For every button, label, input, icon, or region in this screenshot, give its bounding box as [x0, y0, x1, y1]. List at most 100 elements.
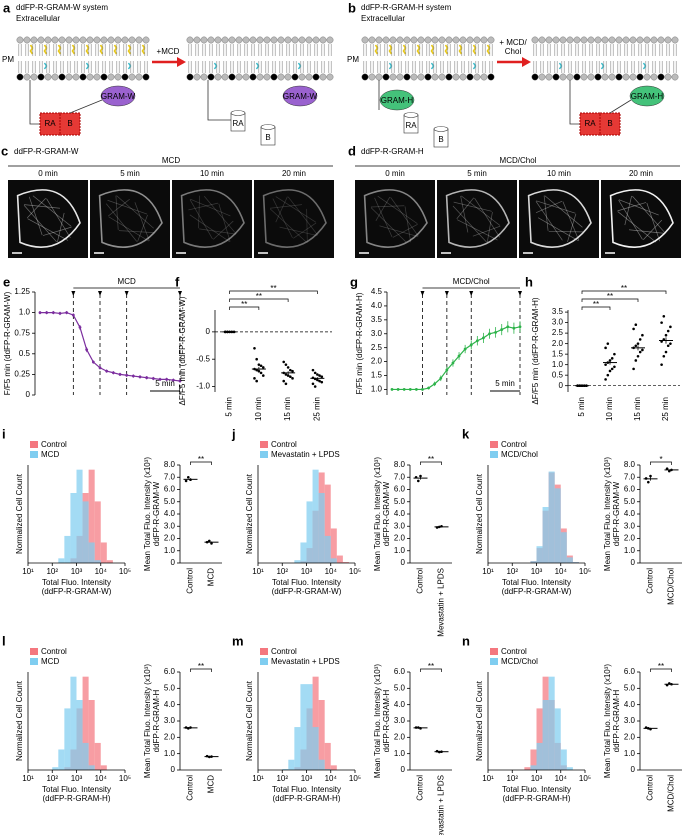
- x-axis-label: Total Fluo. Intensity: [272, 578, 341, 587]
- lipid-head: [277, 36, 285, 44]
- lipid-head: [305, 73, 313, 81]
- cell-texture: [275, 196, 316, 223]
- y-tick-label: 1.0: [552, 360, 564, 369]
- y-tick-label: 6.0: [164, 485, 176, 494]
- x-tick-label: 10⁴: [325, 774, 338, 783]
- point: [445, 368, 449, 372]
- cholesterol: [43, 44, 48, 55]
- lipid-head: [545, 36, 553, 44]
- histogram-bar: [106, 560, 113, 563]
- cholesterol: [141, 44, 146, 55]
- significance-label: **: [593, 300, 599, 309]
- y-tick-label: 0: [631, 558, 636, 567]
- histogram-bar: [82, 501, 89, 563]
- y-tick-label: 5.0: [624, 497, 636, 506]
- x-tick-label: MCD: [207, 568, 216, 586]
- x-tick-label: Control: [186, 568, 195, 594]
- significance-label: **: [256, 292, 262, 301]
- lipid-head: [615, 73, 623, 81]
- y-tick-label: 3.0: [624, 521, 636, 530]
- cholesterol: [71, 44, 76, 55]
- subunit-label: B: [438, 135, 443, 144]
- point: [38, 311, 42, 314]
- legend-label: Control: [501, 440, 527, 449]
- lipid-head: [186, 73, 194, 81]
- lipid-head: [403, 73, 411, 81]
- lipid-head: [312, 73, 320, 81]
- lipid-head: [256, 36, 264, 44]
- cell-outline: [180, 189, 245, 248]
- lipid-head: [629, 36, 637, 44]
- point: [613, 352, 616, 356]
- panel-label: c: [1, 143, 8, 158]
- point: [390, 388, 394, 391]
- lipid-head: [487, 73, 495, 81]
- legend-swatch: [30, 441, 38, 448]
- treatment-label: + MCD/: [499, 38, 527, 47]
- histogram-bar: [288, 759, 295, 770]
- y-tick-label: 2.0: [624, 732, 636, 741]
- lipid-head: [107, 36, 115, 44]
- point: [636, 342, 640, 345]
- y-axis-label: Mean Total Fluo. Intensity (x10³): [373, 457, 382, 571]
- cell-texture: [115, 195, 119, 230]
- cholesterol: [85, 44, 90, 55]
- histogram-bar: [324, 742, 331, 770]
- histogram-bar: [318, 493, 325, 563]
- lipid-head: [326, 73, 334, 81]
- cholesterol: [486, 44, 491, 55]
- lipid-head: [228, 73, 236, 81]
- y-tick-label: 2.0: [164, 534, 176, 543]
- lipid-head: [30, 36, 38, 44]
- y-tick-label: 1.0: [624, 749, 636, 758]
- lipid-head: [622, 36, 630, 44]
- point: [98, 366, 102, 370]
- point: [145, 376, 149, 380]
- histogram-bar: [64, 708, 71, 770]
- treatment-label: +MCD: [157, 47, 180, 56]
- legend-label: Control: [41, 647, 67, 656]
- cell-texture: [213, 220, 234, 240]
- panel-label: l: [2, 633, 6, 648]
- y-tick-label: -1.0: [196, 382, 210, 391]
- lipid-head: [16, 73, 24, 81]
- sphingolipid: [43, 62, 48, 70]
- y-tick-label: 1.0: [19, 308, 31, 317]
- x-tick-label: Control: [416, 775, 425, 801]
- y-tick-label: 2.5: [371, 343, 383, 352]
- legend-swatch: [490, 648, 498, 655]
- point: [512, 326, 516, 330]
- histogram-bar: [542, 507, 549, 563]
- tether: [29, 80, 40, 125]
- lipid-head: [650, 36, 658, 44]
- point: [313, 371, 317, 375]
- lipid-head: [93, 36, 101, 44]
- histogram-bar: [88, 765, 95, 770]
- cell-texture: [269, 208, 307, 243]
- legend-swatch: [260, 648, 268, 655]
- cell-texture: [617, 202, 647, 212]
- histogram-bar: [566, 557, 573, 563]
- y-axis-label: ΔF/F5 min (ddFP-R-GRAM-H): [531, 297, 540, 404]
- lipid-head: [312, 36, 320, 44]
- point: [634, 344, 638, 348]
- point: [253, 346, 256, 350]
- point: [165, 377, 169, 381]
- point: [641, 333, 644, 337]
- histogram-bar: [530, 561, 537, 563]
- lipid-head: [671, 73, 679, 81]
- significance-label: **: [428, 662, 434, 671]
- cell-texture: [567, 213, 577, 242]
- cell-texture: [562, 201, 580, 241]
- y-tick-label: 1.0: [164, 749, 176, 758]
- cholesterol: [444, 44, 449, 55]
- legend-swatch: [260, 441, 268, 448]
- point: [282, 379, 286, 383]
- y-tick-label: 8.0: [164, 460, 176, 469]
- point: [662, 354, 666, 358]
- y-axis-label: F/F5 min (ddFP-R-GRAM-H): [355, 292, 364, 394]
- histogram-bar: [82, 676, 89, 770]
- cell-texture: [618, 199, 643, 240]
- y-tick-label: 4.5: [371, 287, 383, 296]
